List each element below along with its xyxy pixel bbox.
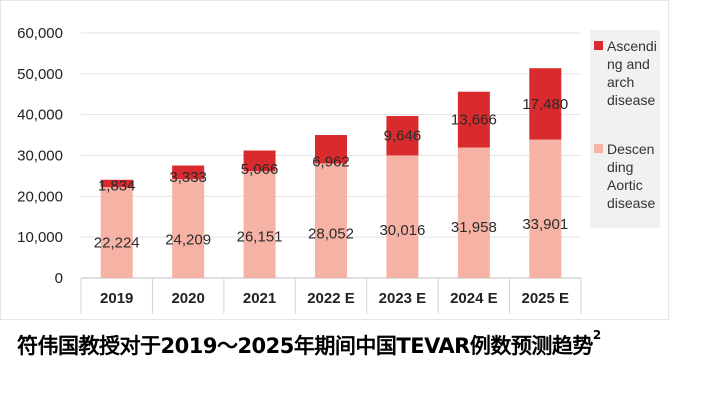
legend-swatch [594, 41, 603, 50]
chart-caption: 符伟国教授对于2019～2025年期间中国TEVAR例数预测趋势2 [17, 328, 707, 360]
y-tick-label: 10,000 [17, 229, 63, 246]
y-tick-label: 30,000 [17, 148, 63, 165]
bar-descending [529, 139, 562, 278]
data-label-descending: 30,016 [379, 222, 425, 239]
data-label-ascending: 17,480 [522, 96, 568, 113]
x-tick-label: 2024 E [450, 290, 498, 307]
axis-layer: 0 10,000 20,000 30,000 40,000 50,000 60,000 201… [17, 25, 582, 314]
bar-ascending [315, 135, 347, 164]
data-label-descending: 22,224 [94, 235, 140, 252]
bar-descending [100, 187, 133, 278]
data-label-ascending: 3,333 [169, 169, 207, 186]
legend-label-line: ng and [607, 56, 650, 72]
data-label-descending: 26,151 [237, 228, 283, 245]
stacked-bar-chart: 0 10,000 20,000 30,000 40,000 50,000 60,000 201… [17, 25, 660, 314]
legend-box [590, 30, 660, 228]
bar-descending [386, 155, 419, 278]
x-tick-label: 2021 [243, 290, 276, 307]
x-tick-label: 2020 [171, 290, 204, 307]
legend-label-line: disease [607, 195, 655, 211]
caption-text: 符伟国教授对于2019～2025年期间中国TEVAR例数预测趋势 [17, 334, 593, 358]
data-label-ascending: 5,066 [241, 161, 279, 178]
data-label-ascending: 13,666 [451, 112, 497, 129]
bar-descending [243, 171, 276, 278]
bar-ascending [386, 116, 419, 156]
data-label-descending: 28,052 [308, 225, 354, 242]
legend-label-line: disease [607, 92, 655, 108]
caption-superscript: 2 [592, 328, 601, 342]
bar-ascending [172, 165, 205, 180]
data-label-ascending: 6,962 [312, 153, 350, 170]
bar-ascending [529, 68, 562, 140]
legend-swatch [594, 144, 603, 153]
data-label-descending: 33,901 [522, 216, 568, 233]
data-label-ascending: 9,646 [384, 128, 422, 145]
data-label-descending: 31,958 [451, 219, 497, 236]
data-label-descending: 24,209 [165, 231, 211, 248]
legend-label-line: ding [607, 159, 633, 175]
bar-ascending [243, 150, 276, 172]
chart-frame: 0 10,000 20,000 30,000 40,000 50,000 60,000 201… [0, 0, 669, 320]
legend-label-line: Ascendi [607, 38, 657, 54]
legend: Ascendi ng and arch disease Descen ding Aortic… [590, 30, 660, 228]
y-tick-label: 60,000 [17, 25, 63, 42]
legend-label-line: arch [607, 74, 634, 90]
legend-label-line: Aortic [607, 177, 643, 193]
x-tick-label: 2022 E [307, 290, 355, 307]
x-tick-label: 2025 E [522, 290, 570, 307]
y-tick-label: 20,000 [17, 188, 63, 205]
bar-ascending [457, 91, 490, 148]
x-tick-label: 2023 E [379, 290, 427, 307]
x-tick-label: 2019 [100, 290, 133, 307]
data-label-ascending: 1,834 [98, 177, 136, 194]
bar-ascending [100, 179, 133, 188]
y-tick-label: 40,000 [17, 107, 63, 124]
y-tick-label: 50,000 [17, 66, 63, 83]
bar-descending [315, 163, 347, 278]
y-tick-label: 0 [55, 270, 63, 287]
bar-descending [457, 147, 490, 278]
bars-layer [100, 68, 562, 278]
legend-label-line: Descen [607, 141, 654, 157]
bar-descending [172, 179, 205, 278]
data-labels-layer: 22,224 1,834 24,209 3,333 26,151 5,066 28,052 6… [94, 96, 568, 252]
